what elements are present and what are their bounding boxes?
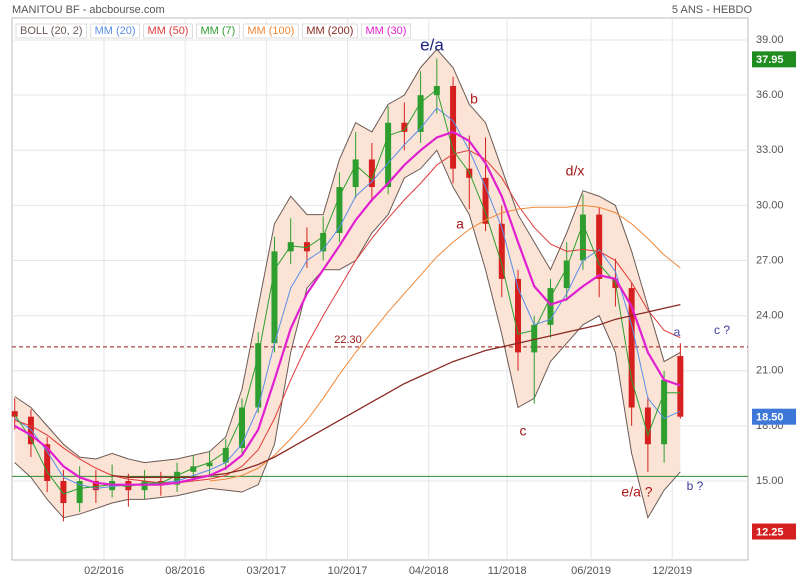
legend-label: MM (200) bbox=[306, 25, 353, 37]
moving-average bbox=[14, 130, 681, 486]
moving-average bbox=[14, 88, 681, 495]
x-tick-label: 10/2017 bbox=[328, 565, 368, 577]
legend-box bbox=[15, 23, 88, 39]
y-tick-label: 27.00 bbox=[756, 254, 784, 266]
candle-body bbox=[417, 95, 424, 132]
legend-label: MM (7) bbox=[200, 25, 235, 37]
chart-subtitle: 5 ANS - HEBDO bbox=[672, 4, 753, 16]
chart-title: MANITOU BF - abcbourse.com bbox=[12, 4, 165, 16]
legend-item: BOLL (20, 2) bbox=[15, 23, 88, 39]
legend-item: MM (30) bbox=[360, 23, 411, 39]
legend-box bbox=[195, 23, 240, 39]
candle-body bbox=[515, 278, 521, 353]
x-tick-label: 11/2018 bbox=[488, 565, 527, 577]
price-tag-label: 18.50 bbox=[756, 412, 784, 424]
candle-body bbox=[206, 462, 213, 467]
legend-box bbox=[90, 23, 141, 39]
reference-label: 22.30 bbox=[334, 334, 362, 346]
wave-annotation: e/a ? bbox=[621, 484, 652, 500]
candle-body bbox=[76, 480, 83, 504]
candle-body bbox=[11, 411, 18, 417]
legend-item: MM (50) bbox=[143, 23, 193, 39]
legend-box bbox=[301, 23, 358, 39]
legend-item: MM (200) bbox=[301, 23, 358, 39]
wave-annotation: b ? bbox=[687, 479, 704, 493]
candle-body bbox=[303, 242, 310, 252]
price-tag bbox=[752, 408, 796, 425]
candle-body bbox=[531, 324, 538, 353]
price-tag bbox=[752, 51, 796, 68]
price-tag-label: 37.95 bbox=[756, 54, 784, 66]
candle-body bbox=[498, 223, 505, 279]
candle-body bbox=[271, 251, 278, 344]
candle-body bbox=[482, 177, 489, 224]
legend-label: MM (50) bbox=[148, 25, 189, 37]
legend-box bbox=[360, 23, 411, 39]
y-tick-label: 21.00 bbox=[756, 365, 784, 377]
legend-box bbox=[242, 23, 299, 39]
moving-average bbox=[209, 204, 681, 482]
candle-body bbox=[60, 480, 67, 504]
moving-average bbox=[14, 149, 681, 484]
legend-item: MM (20) bbox=[90, 23, 141, 39]
legend-label: BOLL (20, 2) bbox=[20, 25, 83, 37]
x-tick-label: 04/2018 bbox=[409, 565, 449, 577]
bollinger-lower bbox=[14, 149, 681, 520]
candle-body bbox=[190, 466, 197, 472]
legend-label: MM (30) bbox=[365, 25, 406, 37]
candle-body bbox=[352, 159, 359, 188]
candle-body bbox=[596, 214, 603, 279]
y-tick-label: 39.00 bbox=[756, 34, 784, 46]
price-tag bbox=[752, 523, 796, 540]
candle-body bbox=[401, 122, 408, 132]
bollinger-fill bbox=[14, 49, 681, 518]
candle-body bbox=[222, 447, 229, 463]
candle-body bbox=[547, 288, 554, 325]
x-tick-label: 03/2017 bbox=[246, 565, 286, 577]
candle-body bbox=[255, 343, 262, 408]
wave-annotation: a bbox=[456, 216, 464, 232]
legend-item: MM (7) bbox=[195, 23, 240, 39]
candle-body bbox=[644, 407, 651, 445]
legend-label: MM (100) bbox=[247, 25, 294, 37]
candle-body bbox=[628, 288, 635, 408]
y-tick-label: 33.00 bbox=[756, 144, 784, 156]
candle-body bbox=[27, 416, 34, 445]
x-tick-label: 08/2016 bbox=[165, 565, 205, 577]
candle-body bbox=[174, 471, 181, 485]
wave-annotation: b bbox=[470, 91, 478, 107]
bollinger-upper bbox=[14, 48, 681, 464]
candle-body bbox=[320, 232, 327, 252]
x-tick-label: 12/2019 bbox=[652, 565, 692, 577]
x-tick-label: 06/2019 bbox=[571, 565, 611, 577]
candle-body bbox=[44, 444, 51, 481]
candle-body bbox=[336, 187, 343, 233]
candle-body bbox=[287, 242, 294, 252]
legend-label: MM (20) bbox=[95, 25, 136, 37]
candle-body bbox=[450, 85, 457, 169]
wave-annotation: d/x bbox=[566, 163, 585, 179]
wave-annotation: c ? bbox=[714, 323, 730, 337]
candle-body bbox=[661, 379, 668, 445]
y-tick-label: 30.00 bbox=[756, 199, 784, 211]
candle-body bbox=[579, 214, 586, 261]
candle-body bbox=[368, 159, 375, 188]
wave-annotation: a bbox=[674, 325, 681, 339]
legend-item: MM (100) bbox=[242, 23, 299, 39]
price-tag-label: 12.25 bbox=[756, 526, 784, 538]
wave-annotation: e/a bbox=[420, 35, 444, 54]
candle-body bbox=[677, 356, 684, 417]
x-tick-label: 02/2016 bbox=[84, 565, 124, 577]
candle-body bbox=[563, 260, 570, 289]
candle-body bbox=[239, 407, 245, 448]
y-tick-label: 36.00 bbox=[756, 89, 784, 101]
y-tick-label: 15.00 bbox=[756, 475, 784, 487]
wave-annotation: c bbox=[520, 423, 527, 439]
y-tick-label: 24.00 bbox=[756, 310, 784, 322]
candle-body bbox=[385, 122, 392, 188]
candle-body bbox=[92, 480, 99, 491]
legend-box bbox=[143, 23, 193, 39]
